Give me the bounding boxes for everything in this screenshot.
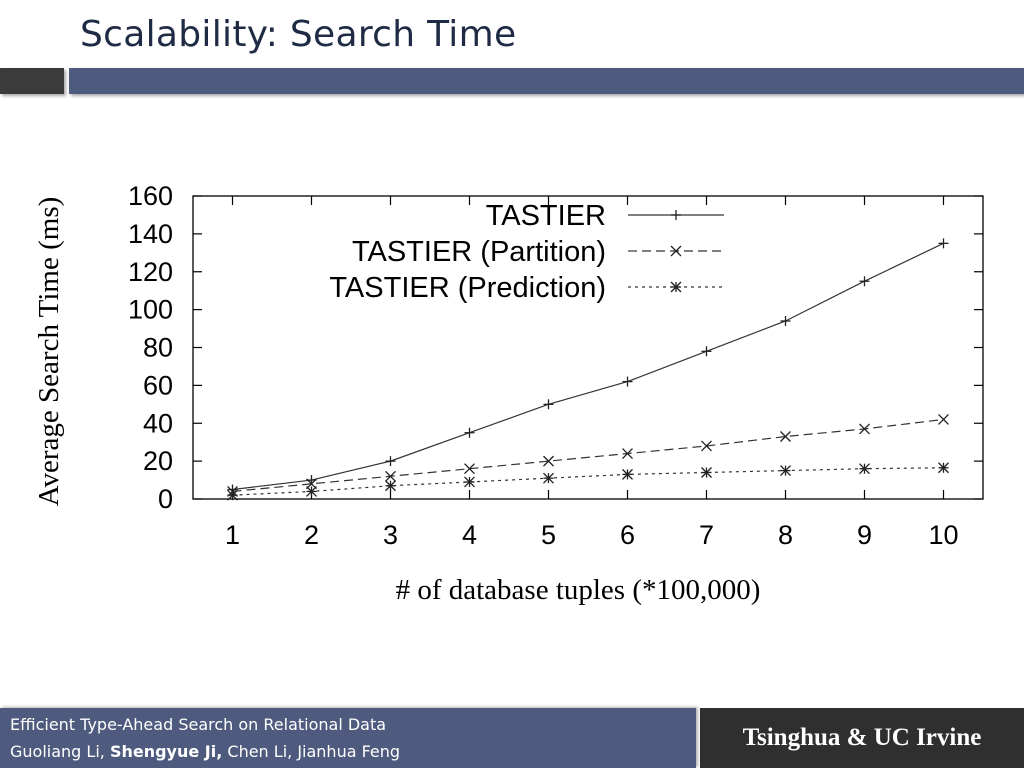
data-point-s3: [306, 485, 317, 497]
data-point-s2: [938, 414, 949, 425]
legend-label-2: TASTIER (Partition): [352, 236, 606, 268]
data-point-s3: [385, 480, 396, 492]
legend-marker-2: [670, 245, 682, 257]
x-tick-label: 3: [383, 520, 398, 550]
data-point-s3: [543, 472, 554, 484]
data-point-s2: [385, 470, 396, 482]
legend-marker-1: [671, 210, 681, 220]
data-point-s2: [622, 448, 633, 460]
y-tick-label: 80: [143, 333, 173, 363]
title-underline-right: [69, 68, 1024, 94]
footer-author-1: Guoliang Li,: [10, 742, 110, 761]
data-point-s2: [701, 440, 712, 452]
data-point-s3: [622, 468, 633, 480]
y-tick-label: 120: [128, 257, 173, 287]
series-line-2: [232, 418, 944, 493]
x-tick-label: 8: [778, 520, 793, 550]
footer-institution: Tsinghua & UC Irvine: [700, 708, 1024, 768]
x-tick-label: 1: [225, 520, 240, 550]
footer-author-2: Shengyue Ji,: [109, 742, 223, 761]
data-point-s1: [701, 346, 712, 357]
x-tick-label: 5: [541, 520, 556, 550]
data-point-s1: [543, 399, 554, 410]
y-tick-label: 100: [128, 295, 173, 325]
y-tick-label: 60: [143, 370, 173, 400]
data-point-s2: [859, 423, 870, 435]
y-tick-label: 40: [143, 408, 173, 438]
y-tick-label: 140: [128, 219, 173, 249]
legend-label-1: TASTIER: [486, 200, 606, 232]
data-point-s3: [938, 462, 949, 474]
y-tick-label: 160: [128, 181, 173, 211]
data-point-s2: [780, 431, 791, 442]
data-point-s2: [464, 463, 475, 475]
data-point-s3: [464, 476, 475, 488]
footer-paper-title: Efficient Type-Ahead Search on Relationa…: [10, 715, 387, 734]
slide-title: Scalability: Search Time: [80, 14, 517, 55]
data-point-s2: [543, 455, 554, 467]
title-underline-left: [0, 68, 64, 94]
y-tick-label: 0: [158, 484, 173, 514]
data-point-s1: [859, 276, 870, 287]
search-time-chart: 0 20 40 60 80 100 120 140 160 1 2 3 4 5 6 7 8 9 10 # of dat…: [33, 181, 984, 606]
data-point-s1: [938, 238, 949, 249]
data-point-s3: [859, 463, 870, 475]
legend-marker-3: [670, 281, 682, 293]
legend-label-3: TASTIER (Prediction): [329, 272, 606, 304]
footer-author-rest: Chen Li, Jianhua Feng: [222, 742, 401, 761]
data-point-s1: [464, 427, 475, 438]
x-tick-label: 4: [462, 520, 477, 550]
data-point-s1: [780, 315, 791, 326]
series-line-1: [232, 242, 944, 491]
data-point-s3: [701, 467, 712, 478]
x-tick-label: 7: [699, 520, 714, 550]
x-tick-label: 6: [620, 520, 635, 550]
x-tick-label: 10: [928, 520, 958, 550]
y-tick-label: 20: [143, 446, 173, 476]
data-point-s1: [385, 456, 396, 467]
data-point-s3: [227, 489, 238, 501]
data-point-s1: [622, 376, 633, 387]
footer-citation: Efficient Type-Ahead Search on Relationa…: [0, 708, 696, 768]
footer-authors: Guoliang Li, Shengyue Ji, Chen Li, Jianh…: [10, 742, 400, 761]
series-line-3: [232, 467, 944, 496]
x-axis-label: # of database tuples (*100,000): [396, 574, 761, 606]
x-tick-label: 9: [857, 520, 872, 550]
x-tick-label: 2: [304, 520, 319, 550]
y-axis-label: Average Search Time (ms): [33, 197, 65, 507]
data-point-s3: [780, 465, 791, 477]
